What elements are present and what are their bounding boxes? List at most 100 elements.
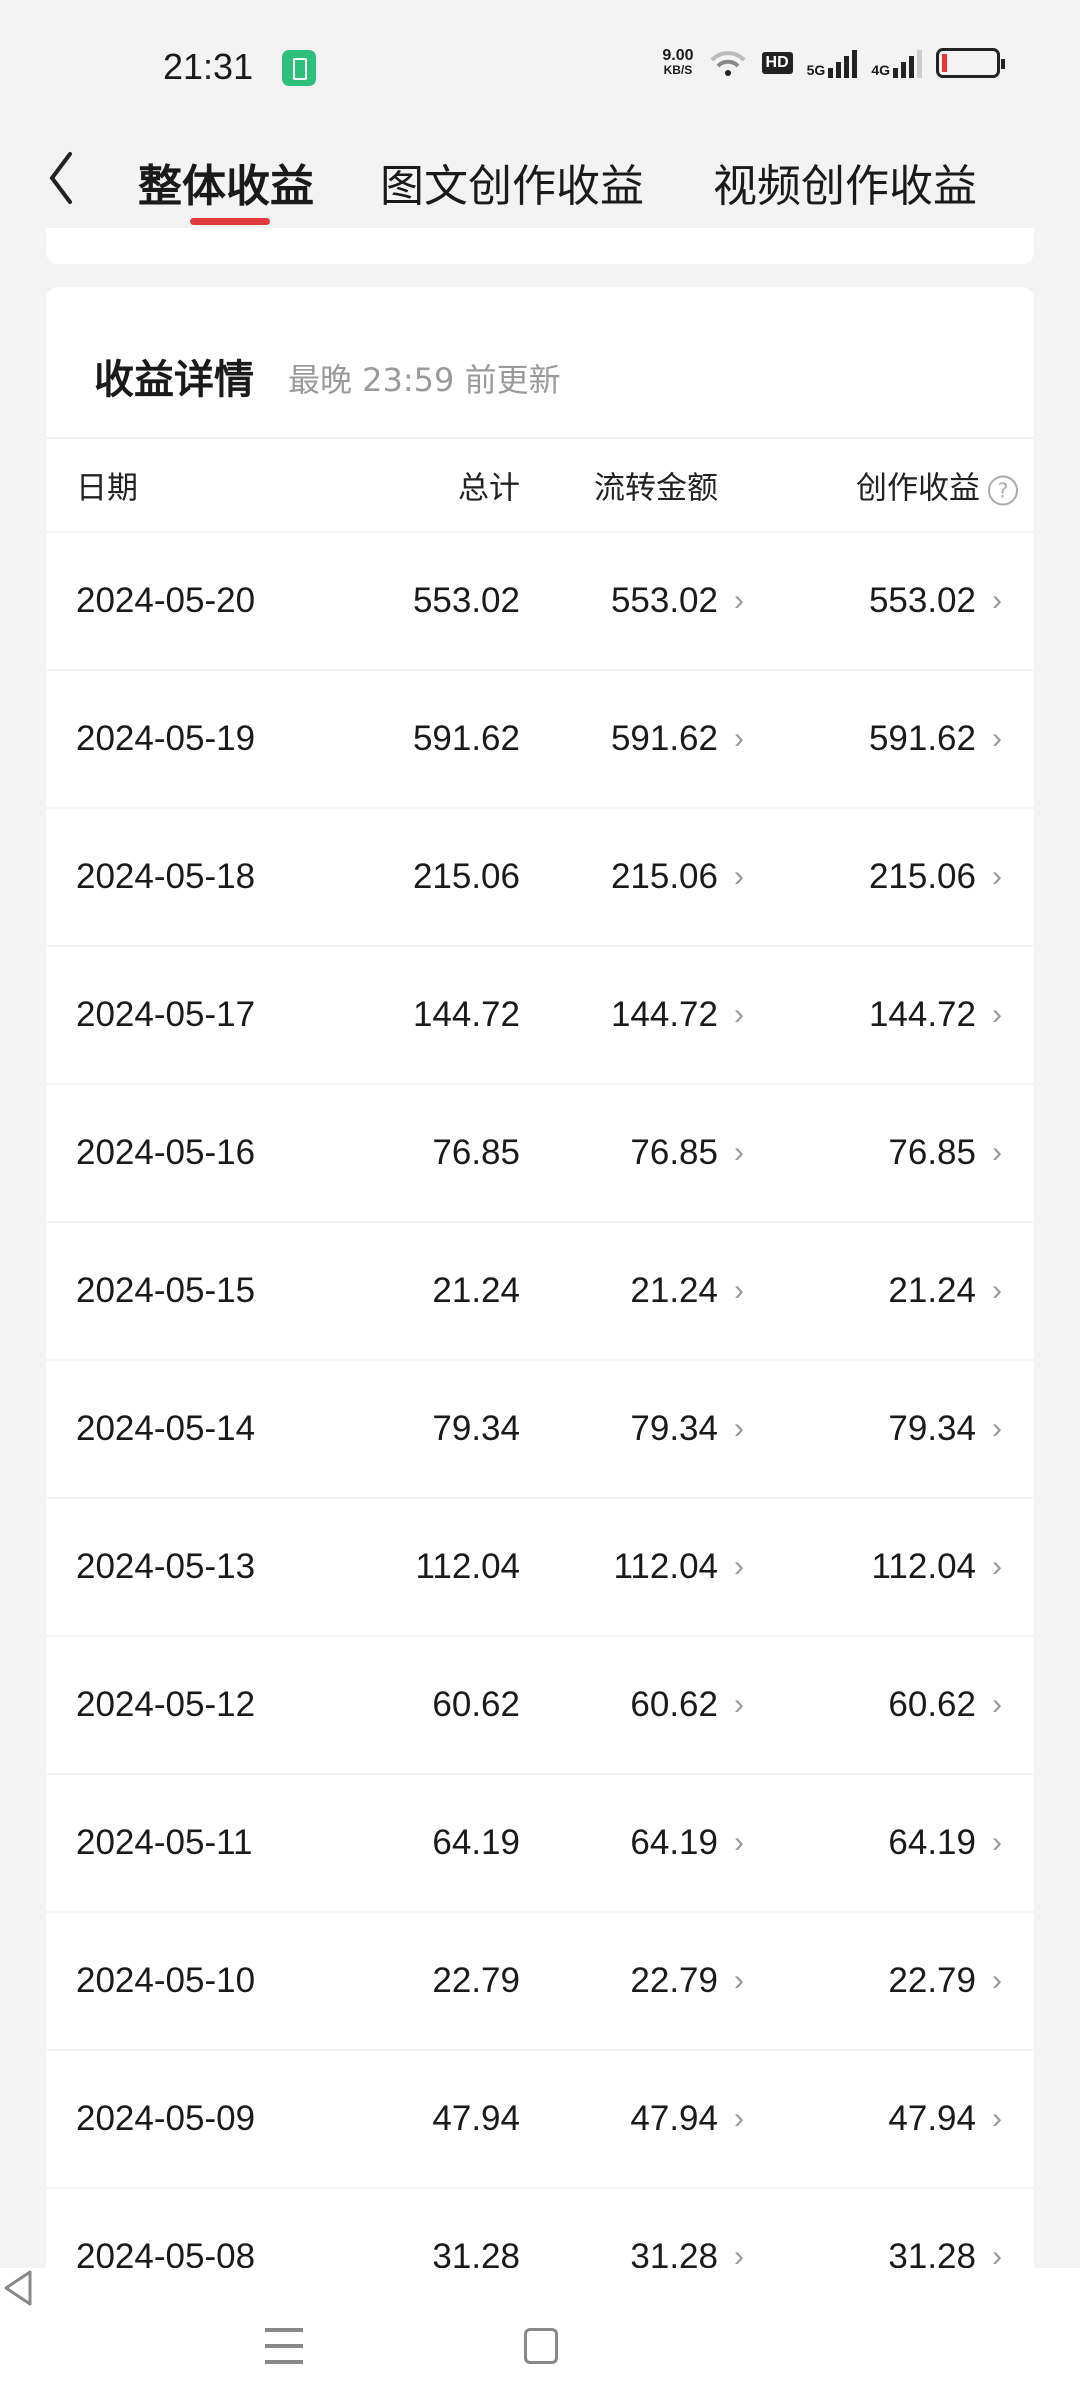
- row-flow[interactable]: 591.62: [610, 719, 718, 758]
- row-flow[interactable]: 22.79: [630, 1961, 718, 2000]
- chevron-right-icon[interactable]: ›: [734, 1826, 744, 1859]
- header-total: 总计: [458, 470, 520, 507]
- chevron-right-icon[interactable]: ›: [992, 998, 1002, 1031]
- table-row[interactable]: 2024-05-10 22.79 22.79 › 22.79 ›: [46, 1911, 1034, 2049]
- battery-saver-icon: [282, 50, 316, 86]
- table-row[interactable]: 2024-05-11 64.19 64.19 › 64.19 ›: [46, 1773, 1034, 1911]
- chevron-right-icon[interactable]: ›: [992, 1826, 1002, 1859]
- row-creation[interactable]: 553.02: [868, 581, 976, 620]
- signal-5g-icon: 5G: [807, 48, 858, 78]
- chevron-right-icon[interactable]: ›: [734, 2102, 744, 2135]
- row-flow[interactable]: 112.04: [613, 1547, 718, 1586]
- chevron-right-icon[interactable]: ›: [992, 1136, 1002, 1169]
- row-flow[interactable]: 47.94: [630, 2099, 718, 2138]
- chevron-right-icon[interactable]: ›: [992, 2102, 1002, 2135]
- chevron-right-icon[interactable]: ›: [992, 1274, 1002, 1307]
- row-total: 112.04: [415, 1547, 520, 1586]
- chevron-right-icon[interactable]: ›: [734, 1688, 744, 1721]
- row-creation[interactable]: 64.19: [888, 1823, 976, 1862]
- row-flow[interactable]: 64.19: [630, 1823, 718, 1862]
- chevron-right-icon[interactable]: ›: [992, 1688, 1002, 1721]
- row-creation[interactable]: 215.06: [868, 857, 976, 896]
- chevron-right-icon[interactable]: ›: [992, 1964, 1002, 1997]
- chevron-right-icon[interactable]: ›: [734, 1412, 744, 1445]
- top-tab-bar: 整体收益 图文创作收益 视频创作收益: [0, 130, 1080, 230]
- table-row[interactable]: 2024-05-18 215.06 215.06 › 215.06 ›: [46, 807, 1034, 945]
- row-creation[interactable]: 112.04: [871, 1547, 976, 1586]
- chevron-right-icon[interactable]: ›: [734, 2240, 744, 2273]
- table-row[interactable]: 2024-05-12 60.62 60.62 › 60.62 ›: [46, 1635, 1034, 1773]
- speed-unit: KB/S: [663, 63, 693, 77]
- row-flow[interactable]: 215.06: [610, 857, 718, 896]
- chevron-right-icon[interactable]: ›: [734, 722, 744, 755]
- summary-card: [46, 228, 1034, 264]
- table-row[interactable]: 2024-05-09 47.94 47.94 › 47.94 ›: [46, 2049, 1034, 2187]
- chevron-right-icon[interactable]: ›: [992, 584, 1002, 617]
- row-total: 47.94: [432, 2099, 520, 2138]
- row-flow[interactable]: 76.85: [630, 1133, 718, 1172]
- row-total: 144.72: [412, 995, 520, 1034]
- active-tab-indicator: [190, 218, 270, 225]
- row-total: 60.62: [432, 1685, 520, 1724]
- table-row[interactable]: 2024-05-19 591.62 591.62 › 591.62 ›: [46, 669, 1034, 807]
- chevron-right-icon[interactable]: ›: [734, 1274, 744, 1307]
- row-flow[interactable]: 144.72: [610, 995, 718, 1034]
- update-note: 最晚 23:59 前更新: [288, 361, 561, 399]
- tab-video-earnings[interactable]: 视频创作收益: [713, 161, 977, 212]
- row-creation[interactable]: 591.62: [868, 719, 976, 758]
- chevron-right-icon[interactable]: ›: [992, 860, 1002, 893]
- table-row[interactable]: 2024-05-14 79.34 79.34 › 79.34 ›: [46, 1359, 1034, 1497]
- row-flow[interactable]: 60.62: [630, 1685, 718, 1724]
- chevron-right-icon[interactable]: ›: [734, 1964, 744, 1997]
- sig1-label: 5G: [806, 62, 826, 78]
- back-nav-icon[interactable]: [0, 2268, 40, 2308]
- network-speed: 9.00 KB/S: [662, 48, 693, 78]
- row-creation[interactable]: 76.85: [888, 1133, 976, 1172]
- table-header: 日期 总计 流转金额 创作收益?: [46, 437, 1034, 531]
- row-date: 2024-05-13: [76, 1547, 256, 1586]
- chevron-right-icon[interactable]: ›: [734, 860, 744, 893]
- chevron-right-icon[interactable]: ›: [734, 584, 744, 617]
- table-row[interactable]: 2024-05-20 553.02 553.02 › 553.02 ›: [46, 531, 1034, 669]
- row-creation[interactable]: 79.34: [888, 1409, 976, 1448]
- table-row[interactable]: 2024-05-17 144.72 144.72 › 144.72 ›: [46, 945, 1034, 1083]
- row-creation[interactable]: 60.62: [888, 1685, 976, 1724]
- row-flow[interactable]: 553.02: [610, 581, 718, 620]
- table-row[interactable]: 2024-05-16 76.85 76.85 › 76.85 ›: [46, 1083, 1034, 1221]
- row-creation[interactable]: 22.79: [888, 1961, 976, 2000]
- chevron-right-icon[interactable]: ›: [992, 1550, 1002, 1583]
- chevron-right-icon[interactable]: ›: [734, 998, 744, 1031]
- row-date: 2024-05-17: [76, 995, 256, 1034]
- back-arrow-icon[interactable]: [42, 148, 82, 208]
- row-date: 2024-05-20: [76, 581, 256, 620]
- chevron-right-icon[interactable]: ›: [734, 1550, 744, 1583]
- row-total: 64.19: [432, 1823, 520, 1862]
- row-date: 2024-05-14: [76, 1409, 256, 1448]
- chevron-right-icon[interactable]: ›: [992, 2240, 1002, 2273]
- tab-article-earnings[interactable]: 图文创作收益: [380, 161, 644, 212]
- chevron-right-icon[interactable]: ›: [992, 1412, 1002, 1445]
- sig2-label: 4G: [871, 62, 890, 78]
- row-date: 2024-05-16: [76, 1133, 256, 1172]
- table-row[interactable]: 2024-05-13 112.04 112.04 › 112.04 ›: [46, 1497, 1034, 1635]
- clock: 21:31: [163, 46, 254, 87]
- row-creation[interactable]: 144.72: [868, 995, 976, 1034]
- table-row[interactable]: 2024-05-15 21.24 21.24 › 21.24 ›: [46, 1221, 1034, 1359]
- row-date: 2024-05-19: [76, 719, 256, 758]
- speed-value: 9.00: [662, 47, 694, 64]
- row-creation[interactable]: 47.94: [888, 2099, 976, 2138]
- row-flow[interactable]: 21.24: [630, 1271, 718, 1310]
- row-date: 2024-05-12: [76, 1685, 256, 1724]
- chevron-right-icon[interactable]: ›: [992, 722, 1002, 755]
- home-icon[interactable]: [524, 2328, 558, 2364]
- chevron-right-icon[interactable]: ›: [734, 1136, 744, 1169]
- help-icon[interactable]: ?: [988, 475, 1018, 505]
- row-total: 591.62: [412, 719, 520, 758]
- tab-overall-earnings[interactable]: 整体收益: [138, 161, 314, 212]
- row-creation[interactable]: 21.24: [888, 1271, 976, 1310]
- signal-4g-icon: 4G: [871, 48, 922, 78]
- earnings-detail-card: 收益详情 最晚 23:59 前更新 日期 总计 流转金额 创作收益? 2024-…: [46, 287, 1034, 2287]
- row-total: 76.85: [432, 1133, 520, 1172]
- menu-icon[interactable]: [265, 2328, 303, 2364]
- row-flow[interactable]: 79.34: [630, 1409, 718, 1448]
